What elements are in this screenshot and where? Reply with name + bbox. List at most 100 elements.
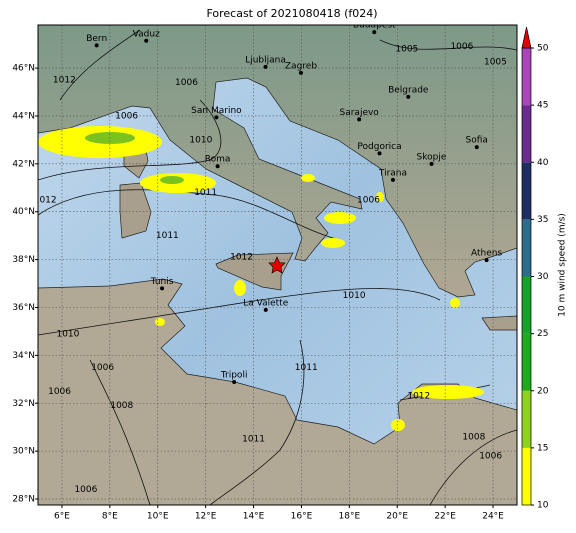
isobar-label: 1006 <box>91 363 114 373</box>
axes: 6°E 8°E 10°E 12°E 14°E 16°E 18°E 20°E 22°E 24°E 28… <box>12 64 504 522</box>
colorbar: 10 15 20 25 30 35 40 45 50 <box>521 26 549 511</box>
isobar-label: 1006 <box>48 387 71 397</box>
y-tick-label: 32°N <box>12 399 35 409</box>
city-label: Belgrade <box>388 85 429 95</box>
map-frame <box>37 24 518 506</box>
y-tick-label: 38°N <box>12 255 35 265</box>
colorbar-segment <box>522 48 531 106</box>
city-dot <box>474 145 479 150</box>
x-tick-label: 22°E <box>434 512 456 522</box>
city-label: Tunis <box>150 277 174 287</box>
city-label: Tirana <box>378 168 407 178</box>
city-dot <box>263 307 268 312</box>
colorbar-tick-label: 35 <box>537 215 548 225</box>
isobar-label: 1006 <box>74 485 97 495</box>
isobar-label: 1006 <box>175 78 198 88</box>
x-tick-label: 8°E <box>102 512 118 522</box>
colorbar-tick-label: 50 <box>537 44 549 54</box>
isobar-label: 1010 <box>343 291 366 301</box>
city-label: La Valette <box>243 298 288 308</box>
x-tick-label: 6°E <box>54 512 70 522</box>
colorbar-tick-label: 10 <box>537 501 549 511</box>
x-tick-label: 24°E <box>482 512 504 522</box>
isobar-label: 1006 <box>357 195 380 205</box>
city-label: Sofia <box>466 136 488 146</box>
isobar-label: 1011 <box>156 231 179 241</box>
city-label: San Marino <box>191 106 242 116</box>
map-area: 1005 1006 1005 1012 1006 1006 1010 1011 1012 1011… <box>34 21 517 505</box>
y-tick-label: 28°N <box>12 495 35 505</box>
isobar-label: 1011 <box>295 363 318 373</box>
isobar-labels: 1005 1006 1005 1012 1006 1006 1010 1011 1012 1011… <box>34 42 507 495</box>
isobar-label: 1010 <box>56 329 79 339</box>
city-label: Sarajevo <box>340 108 380 118</box>
isobar-label: 1010 <box>189 135 212 145</box>
x-tick-label: 20°E <box>386 512 408 522</box>
city-label: Zagreb <box>285 61 317 71</box>
x-tick-label: 14°E <box>243 512 265 522</box>
city-label: Ljubljana <box>245 55 286 65</box>
city-label: Podgorica <box>357 142 401 152</box>
colorbar-tick-label: 30 <box>537 272 549 282</box>
colorbar-extend <box>521 26 532 49</box>
city-label: Skopje <box>417 152 447 162</box>
colorbar-tick-label: 40 <box>537 158 549 168</box>
city-dot <box>214 115 219 120</box>
isobar-label: 1008 <box>462 432 485 442</box>
city-dot <box>429 161 434 166</box>
x-tick-label: 16°E <box>291 512 313 522</box>
isobar-label: 1012 <box>230 253 253 263</box>
city-label: Vaduz <box>133 29 160 39</box>
graticule <box>38 25 517 505</box>
y-tick-label: 44°N <box>12 111 35 121</box>
city-dot <box>406 94 411 99</box>
event-star <box>268 256 286 274</box>
x-tick-label: 18°E <box>339 512 361 522</box>
colorbar-segment <box>522 219 531 277</box>
y-tick-label: 40°N <box>12 207 35 217</box>
isobar-label: 1012 <box>34 195 57 205</box>
colorbar-segment <box>522 447 531 505</box>
city-dot <box>232 379 237 384</box>
city-dot <box>357 117 362 122</box>
x-tick-label: 12°E <box>195 512 217 522</box>
isobar-label: 1005 <box>484 58 507 68</box>
city-dot <box>390 177 395 182</box>
colorbar-segment <box>522 333 531 391</box>
isobar-label: 1006 <box>479 451 502 461</box>
colorbar-segment <box>522 390 531 448</box>
y-tick-label: 46°N <box>12 64 35 74</box>
isobar-label: 1006 <box>450 42 473 52</box>
x-tick-label: 10°E <box>147 512 169 522</box>
city-dot <box>298 70 303 75</box>
wind-patches <box>38 126 484 431</box>
colorbar-label: 10 m wind speed (m/s) <box>558 213 568 317</box>
land-crete <box>481 315 517 331</box>
y-tick-label: 30°N <box>12 447 35 457</box>
city-label: Roma <box>205 155 231 165</box>
city-dot <box>263 64 268 69</box>
isobar-label: 1006 <box>115 111 138 121</box>
y-tick-label: 34°N <box>12 351 35 361</box>
city-label: Athens <box>471 249 502 259</box>
isobar-label: 1005 <box>395 44 418 54</box>
city-dot <box>160 286 165 291</box>
y-tick-label: 42°N <box>12 159 35 169</box>
city-dot <box>377 151 382 156</box>
city-dot <box>372 30 377 35</box>
city-label: Budapest <box>353 21 396 31</box>
city-dot <box>484 258 489 263</box>
colorbar-tick-label: 25 <box>537 329 548 339</box>
isobar-label: 1008 <box>110 401 133 411</box>
colorbar-segment <box>522 105 531 163</box>
isobar-label: 1012 <box>53 76 76 86</box>
city-dot <box>215 164 220 169</box>
city-dot <box>144 38 149 43</box>
isobar-label: 1011 <box>194 188 217 198</box>
land-sicily <box>215 252 294 291</box>
colorbar-tick-label: 15 <box>537 443 548 453</box>
city-dot <box>94 43 99 48</box>
y-tick-label: 36°N <box>12 303 35 313</box>
